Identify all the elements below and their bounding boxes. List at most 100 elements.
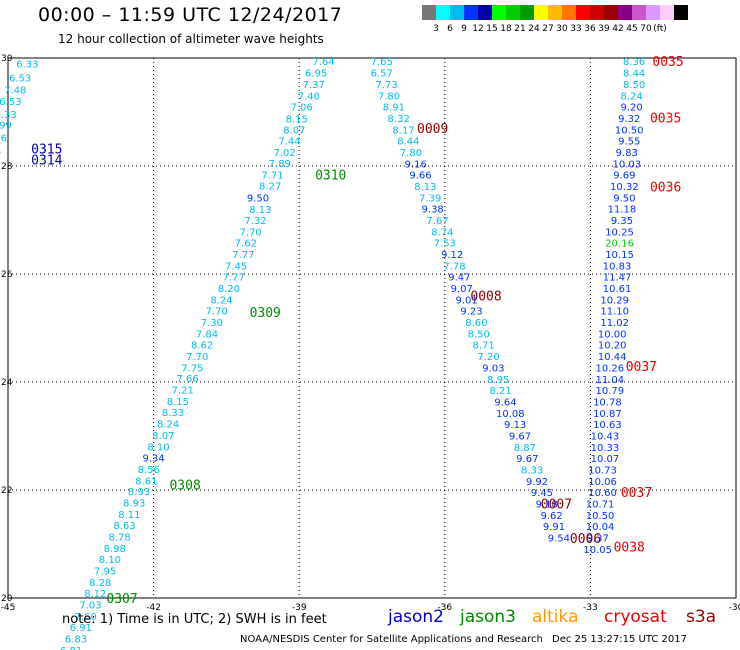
satellite-name: jason3 [460,607,516,627]
colorbar-label: 24 [528,24,540,34]
wave-height-point: 8.27 [259,181,281,192]
colorbar-swatch [534,5,548,20]
wave-height-point: 20.16 [605,239,634,250]
wave-height-point: 7.70 [240,227,262,238]
wave-height-point: 10.73 [588,465,617,476]
wave-height-point: 7.32 [244,216,266,227]
colorbar-swatch [604,5,618,20]
wave-height-point: 10.44 [598,352,627,363]
colorbar-swatch [450,5,464,20]
wave-height-point: 7.67 [426,216,448,227]
colorbar-swatch [506,5,520,20]
satellite-name: cryosat [604,607,667,627]
wave-height-point: 7.21 [0,145,2,156]
plot-frame [7,57,737,599]
wave-height-point: 9.13 [504,420,526,431]
pass-time-label: 0308 [169,479,200,494]
colorbar-swatch [422,5,436,20]
wave-height-point: 9.35 [611,216,633,227]
colorbar-swatch [674,5,688,20]
wave-height-point: 11.47 [603,273,632,284]
wave-height-point: 10.08 [496,409,525,420]
wave-height-point: 8.50 [468,329,490,340]
colorbar-label: 21 [514,24,526,34]
pass-time-label: 0037 [626,360,657,375]
wave-height-point: 10.00 [598,329,627,340]
wave-height-point: 7.21 [172,386,194,397]
colorbar-swatch [660,5,674,20]
wave-height-point: 10.50 [586,511,615,522]
wave-height-point: 8.33 [521,465,543,476]
wave-height-point: 6.81 [60,646,82,650]
wave-height-point: 8.10 [99,555,121,566]
pass-time-label: 0007 [541,498,572,513]
wave-height-point: 9.67 [509,431,531,442]
wave-height-point: 8.24 [210,295,232,306]
pass-time-label: 0035 [652,55,683,70]
wave-height-point: 9.38 [422,205,444,216]
wave-height-point: 7.77 [232,250,254,261]
wave-height-point: 9.18 [536,500,558,511]
wave-height-point: 8.12 [84,589,106,600]
wave-height-point: 7.71 [261,171,283,182]
wave-height-point: 9.69 [613,171,635,182]
wave-height-point: 8.63 [113,521,135,532]
wave-height-point: 9.91 [543,522,565,533]
wave-height-point: 7.33 [0,110,17,121]
colorbar-label: 45 [626,24,638,34]
wave-height-point: 7.73 [375,80,397,91]
wave-height-point: 8.50 [623,80,645,91]
wave-height-point: 10.20 [598,341,627,352]
wave-height-point: 9.83 [616,148,638,159]
colorbar-label: 15 [486,24,498,34]
wave-height-point: 7.60 [75,612,97,623]
pass-time-label: 0315 [31,143,62,158]
wave-height-point: 7.37 [303,80,325,91]
wave-height-point: 7.65 [371,57,393,68]
y-tick-label: 26 [1,270,13,280]
colorbar-swatch [464,5,478,20]
wave-height-point: 9.66 [409,171,431,182]
wave-height-point: 9.01 [456,295,478,306]
x-tick-label: -33 [583,603,598,613]
y-tick-label: 24 [1,378,13,388]
wave-height-point: 10.25 [605,227,634,238]
pass-time-label: 0310 [315,169,346,184]
wave-height-point: 8.07 [152,431,174,442]
wave-height-point: 9.45 [531,488,553,499]
y-tick-label: 30 [1,54,13,64]
satellite-name: jason2 [388,607,444,627]
wave-height-point: 7.95 [94,566,116,577]
x-tick-label: -30 [729,603,740,613]
wave-height-point: 7.02 [274,148,296,159]
wave-height-point: 7.66 [176,374,198,385]
chart-title: 00:00 – 11:59 UTC 12/24/2017 [38,4,343,26]
wave-height-point: 8.28 [89,578,111,589]
colorbar-label: 6 [447,24,453,34]
wave-height-point: 10.06 [588,477,617,488]
wave-height-point: 8.17 [392,125,414,136]
wave-height-point: 8.91 [383,103,405,114]
wave-height-point: 9.47 [448,273,470,284]
wave-height-point: 7.80 [378,91,400,102]
wave-height-point: 7.48 [4,85,26,96]
wave-height-point: 8.95 [487,375,509,386]
wave-height-point: 10.87 [593,409,622,420]
wave-height-point: 8.20 [218,284,240,295]
wave-height-point: 9.34 [142,454,164,465]
wave-height-point: 7.62 [235,239,257,250]
wave-height-point: 10.63 [593,420,622,431]
wave-height-point: 7.45 [225,261,247,272]
wave-height-point: 6.91 [70,623,92,634]
wave-height-point: 8.62 [191,341,213,352]
wave-height-point: 7.64 [312,57,334,68]
wave-height-point: 10.50 [615,125,644,136]
colorbar-swatch [646,5,660,20]
wave-height-point: 9.50 [613,193,635,204]
timestamp-text: Dec 25 13:27:15 UTC 2017 [552,634,687,645]
pass-time-label: 0008 [470,290,501,305]
colorbar-swatch [548,5,562,20]
wave-height-point: 7.40 [298,91,320,102]
x-tick-label: -36 [437,603,452,613]
